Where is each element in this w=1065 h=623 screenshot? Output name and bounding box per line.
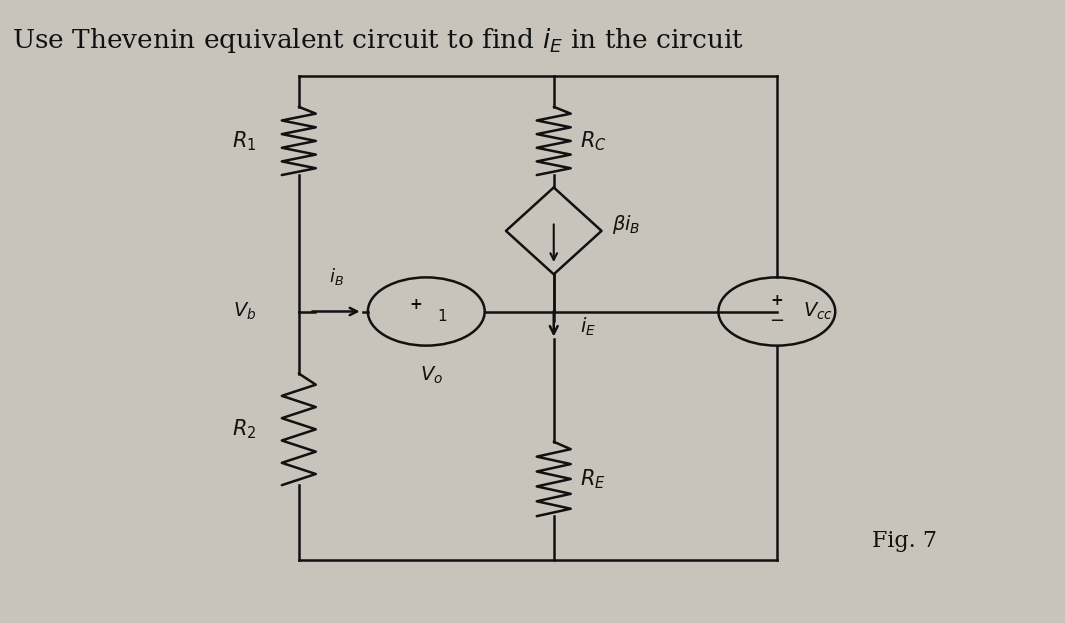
Text: +: + [770, 293, 783, 308]
Text: $i_B$: $i_B$ [328, 265, 343, 287]
Text: $R_2$: $R_2$ [232, 417, 257, 441]
Text: +: + [409, 297, 422, 312]
Text: $V_{cc}$: $V_{cc}$ [803, 301, 834, 322]
Text: $i_E$: $i_E$ [580, 316, 596, 338]
Text: $V_b$: $V_b$ [233, 301, 257, 322]
Text: $V_o$: $V_o$ [420, 364, 443, 386]
Text: $R_1$: $R_1$ [232, 129, 257, 153]
Text: 1: 1 [438, 309, 447, 324]
Text: $R_C$: $R_C$ [580, 129, 607, 153]
Text: Fig. 7: Fig. 7 [872, 530, 937, 552]
Text: $R_E$: $R_E$ [580, 467, 606, 491]
Text: −: − [769, 312, 785, 330]
Text: Use Thevenin equivalent circuit to find $i_E$ in the circuit: Use Thevenin equivalent circuit to find … [12, 26, 743, 55]
Text: $\beta i_B$: $\beta i_B$ [612, 213, 640, 236]
